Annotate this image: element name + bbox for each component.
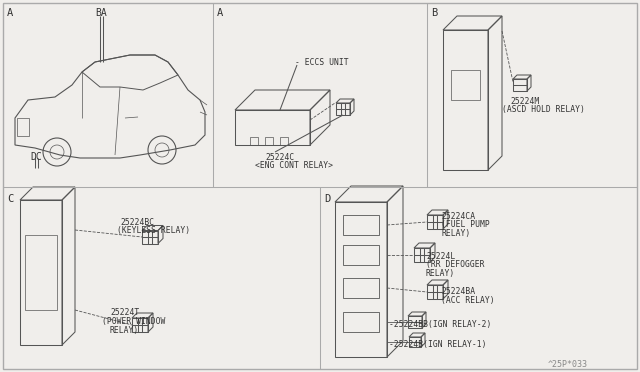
Bar	[343, 278, 379, 298]
Text: 25224L: 25224L	[426, 252, 455, 261]
Bar	[20, 200, 62, 345]
Text: A: A	[217, 8, 223, 18]
Text: D: D	[324, 194, 330, 204]
Text: C: C	[7, 194, 13, 204]
Bar	[513, 79, 527, 91]
Bar	[142, 231, 158, 244]
Text: 25224M: 25224M	[510, 97, 540, 106]
Bar	[451, 70, 480, 100]
Text: 25224BC: 25224BC	[120, 218, 154, 227]
Text: (FUEL PUMP: (FUEL PUMP	[441, 220, 490, 229]
Bar	[265, 137, 273, 145]
Text: DC: DC	[30, 152, 42, 162]
Bar	[343, 215, 379, 235]
Bar	[408, 316, 422, 328]
Bar	[25, 235, 57, 310]
Text: 25224BA: 25224BA	[441, 287, 475, 296]
Text: ^25P*033: ^25P*033	[548, 360, 588, 369]
Text: <ENG CONT RELAY>: <ENG CONT RELAY>	[255, 161, 333, 170]
Bar	[336, 103, 350, 115]
Text: -25224BB(IGN RELAY-2): -25224BB(IGN RELAY-2)	[389, 320, 492, 329]
Text: - ECCS UNIT: - ECCS UNIT	[295, 58, 349, 67]
Text: B: B	[431, 8, 437, 18]
Text: RELAY): RELAY)	[441, 229, 470, 238]
Bar	[409, 337, 421, 347]
Bar	[280, 137, 288, 145]
Text: 25224CA: 25224CA	[441, 212, 475, 221]
Text: BA: BA	[95, 8, 107, 18]
Text: -25224B(IGN RELAY-1): -25224B(IGN RELAY-1)	[389, 340, 486, 349]
Bar	[427, 215, 443, 229]
Bar	[17, 118, 29, 136]
Text: A: A	[7, 8, 13, 18]
Text: RELAY): RELAY)	[110, 326, 140, 335]
Text: 25224T: 25224T	[110, 308, 140, 317]
Text: 25224C: 25224C	[265, 153, 294, 162]
Bar	[132, 318, 148, 332]
Text: RELAY): RELAY)	[426, 269, 455, 278]
Bar	[343, 312, 379, 332]
Bar	[250, 137, 258, 145]
Bar	[443, 30, 488, 170]
Text: (ASCD HOLD RELAY): (ASCD HOLD RELAY)	[502, 105, 585, 114]
Bar	[335, 202, 387, 357]
Bar	[235, 110, 310, 145]
Text: (KEYLESS RELAY): (KEYLESS RELAY)	[117, 226, 190, 235]
Bar	[343, 245, 379, 265]
Bar	[414, 248, 430, 262]
Bar	[427, 285, 443, 299]
Text: (POWER WINDOW: (POWER WINDOW	[102, 317, 165, 326]
Text: (RR DEFOGGER: (RR DEFOGGER	[426, 260, 484, 269]
Text: (ACC RELAY): (ACC RELAY)	[441, 296, 495, 305]
